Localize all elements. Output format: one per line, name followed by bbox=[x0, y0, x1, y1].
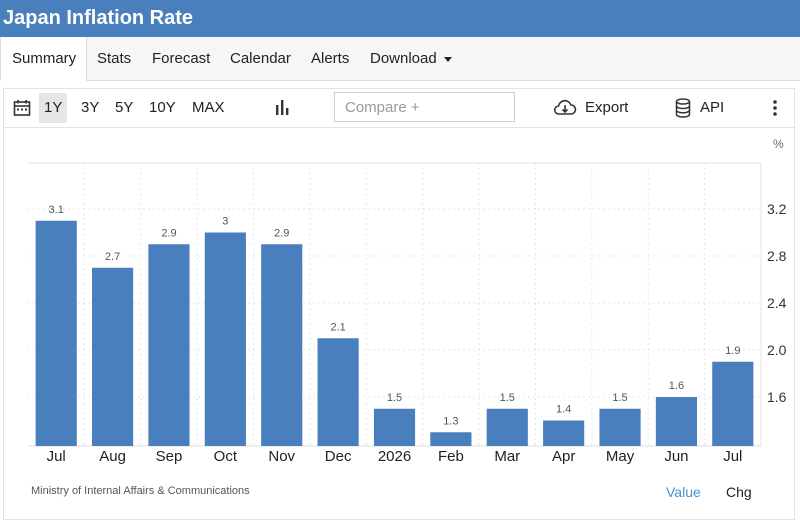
x-tick-label: Aug bbox=[99, 448, 126, 465]
more-vertical-icon[interactable] bbox=[772, 99, 778, 122]
api-button[interactable]: API bbox=[700, 99, 725, 116]
source-attribution: Ministry of Internal Affairs & Communica… bbox=[31, 485, 250, 497]
data-label: 2.9 bbox=[161, 227, 176, 239]
y-tick-label: 2.0 bbox=[767, 342, 787, 358]
compare-input[interactable] bbox=[334, 92, 515, 122]
x-tick-label: Oct bbox=[214, 448, 238, 465]
tab-download-label: Download bbox=[370, 50, 437, 67]
x-tick-label: Jul bbox=[47, 448, 66, 465]
chevron-down-icon bbox=[443, 56, 452, 62]
bar bbox=[486, 408, 528, 446]
x-tick-label: 2026 bbox=[378, 448, 411, 465]
data-label: 1.5 bbox=[387, 392, 402, 404]
database-icon[interactable] bbox=[675, 98, 691, 123]
bar bbox=[261, 244, 303, 446]
tab-stats[interactable]: Stats bbox=[97, 50, 132, 67]
x-tick-label: Apr bbox=[552, 448, 575, 465]
value-toggle[interactable]: Value bbox=[666, 484, 701, 500]
range-10y-button[interactable]: 10Y bbox=[149, 99, 176, 116]
data-label: 2.7 bbox=[105, 251, 120, 263]
range-3y-button[interactable]: 3Y bbox=[81, 99, 100, 116]
range-1y-button[interactable]: 1Y bbox=[39, 93, 68, 123]
data-label: 1.3 bbox=[443, 415, 458, 427]
tab-forecast[interactable]: Forecast bbox=[152, 50, 211, 67]
bar bbox=[373, 408, 416, 446]
tab-alerts[interactable]: Alerts bbox=[311, 50, 350, 67]
chg-toggle[interactable]: Chg bbox=[726, 484, 752, 500]
range-max-button[interactable]: MAX bbox=[192, 99, 225, 116]
x-tick-label: Mar bbox=[494, 448, 520, 465]
range-5y-button[interactable]: 5Y bbox=[115, 99, 134, 116]
inflation-bar-chart: 3.2 2.8 2.4 2.0 1.6% 3.1 Jul 2.7 Aug 2.9 Sep 3 Oct 2.… bbox=[28, 137, 787, 465]
data-label: 1.5 bbox=[612, 392, 627, 404]
chart-toolbar: 1Y 3Y 5Y 10Y MAX Export API bbox=[3, 88, 795, 128]
bar bbox=[599, 408, 641, 446]
tab-calendar[interactable]: Calendar bbox=[230, 50, 291, 67]
chart-panel: 3.2 2.8 2.4 2.0 1.6% 3.1 Jul 2.7 Aug 2.9 Sep 3 Oct 2.… bbox=[3, 128, 795, 520]
tab-download[interactable]: Download bbox=[370, 37, 452, 80]
x-tick-label: May bbox=[606, 448, 635, 465]
data-label: 2.9 bbox=[274, 227, 289, 239]
bar bbox=[543, 420, 585, 446]
bar bbox=[35, 220, 77, 446]
cloud-download-icon[interactable] bbox=[553, 99, 577, 122]
data-label: 2.1 bbox=[330, 321, 345, 333]
page-title: Japan Inflation Rate bbox=[0, 0, 800, 37]
x-tick-label: Feb bbox=[438, 448, 464, 465]
bar bbox=[430, 432, 472, 446]
data-label: 3.1 bbox=[49, 204, 64, 216]
data-label: 1.9 bbox=[725, 345, 740, 357]
tab-bar: Summary Stats Forecast Calendar Alerts D… bbox=[0, 37, 800, 81]
y-tick-label: 1.6 bbox=[767, 389, 787, 405]
data-label: 1.5 bbox=[500, 392, 515, 404]
x-tick-label: Nov bbox=[268, 448, 295, 465]
x-tick-label: Dec bbox=[325, 448, 352, 465]
x-tick-label: Sep bbox=[156, 448, 183, 465]
export-button[interactable]: Export bbox=[585, 99, 629, 116]
bar bbox=[204, 232, 246, 446]
data-label: 3 bbox=[222, 216, 228, 228]
y-tick-label: 3.2 bbox=[767, 201, 787, 217]
tab-summary[interactable]: Summary bbox=[0, 37, 88, 81]
bar bbox=[91, 267, 134, 446]
calendar-icon[interactable] bbox=[13, 99, 31, 122]
bar-chart-icon[interactable] bbox=[274, 99, 290, 122]
y-tick-label: 2.8 bbox=[767, 248, 787, 264]
x-tick-label: Jul bbox=[723, 448, 742, 465]
y-tick-label: 2.4 bbox=[767, 295, 787, 311]
data-label: 1.4 bbox=[556, 404, 571, 416]
x-tick-label: Jun bbox=[664, 448, 688, 465]
bar bbox=[655, 397, 698, 446]
bar bbox=[712, 361, 754, 446]
data-label: 1.6 bbox=[669, 380, 684, 392]
bar bbox=[148, 244, 190, 446]
bar bbox=[317, 338, 359, 446]
y-unit-label: % bbox=[773, 137, 784, 151]
